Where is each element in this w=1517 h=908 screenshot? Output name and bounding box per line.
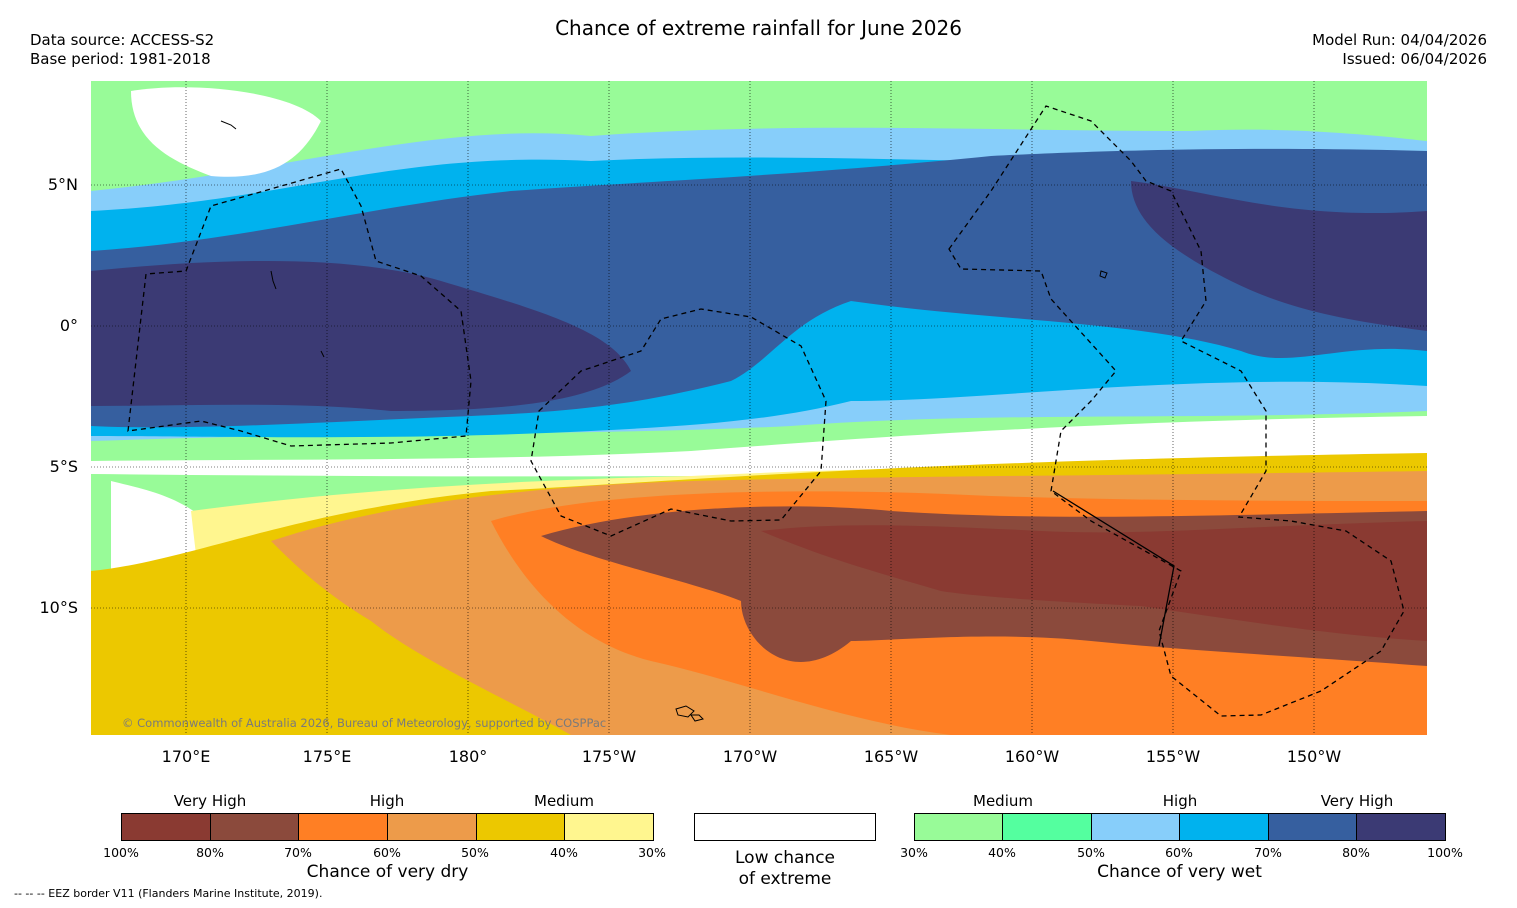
lon-label-165w: 165°W [863, 747, 919, 766]
low-chance-line2: of extreme [738, 869, 832, 889]
wet-legend-title: Chance of very wet [1097, 862, 1262, 882]
dry-tick: 30% [638, 845, 666, 860]
eez-borders [127, 105, 1405, 717]
wet-swatch-80-100 [1356, 813, 1446, 841]
dry-tick: 80% [196, 845, 224, 860]
wet-tick: 100% [1427, 845, 1463, 860]
dry-legend-title: Chance of very dry [306, 862, 469, 882]
wet-cat-high: High [1162, 792, 1198, 810]
dry-band-80-100 [761, 521, 1427, 641]
boundary-solid [1052, 490, 1175, 647]
wet-tick: 80% [1342, 845, 1370, 860]
graticule [91, 81, 1427, 735]
base-period: Base period: 1981-2018 [30, 50, 211, 68]
wet-band-80-100-east [1131, 181, 1427, 331]
dry-cat-medium: Medium [534, 792, 594, 810]
low-chance-swatch [694, 813, 876, 841]
lat-label-5n: 5°N [47, 175, 78, 194]
dry-tick: 60% [373, 845, 401, 860]
dry-swatch-100-80 [121, 813, 211, 841]
issued-date: Issued: 06/04/2026 [1342, 50, 1487, 68]
low-chance-label: Low chance of extreme [694, 848, 876, 890]
dry-swatch-60-50 [387, 813, 477, 841]
wet-tick: 50% [1077, 845, 1105, 860]
dry-swatch-70-60 [298, 813, 388, 841]
meta-right: Model Run: 04/04/2026 Issued: 06/04/2026 [1312, 31, 1487, 69]
wet-cat-very-high: Very High [1320, 792, 1394, 810]
dry-tick: 100% [103, 845, 139, 860]
dry-tick: 40% [550, 845, 578, 860]
low-chance-north [131, 87, 321, 177]
islands [220, 120, 1108, 722]
lon-label-175w: 175°W [581, 747, 637, 766]
wet-swatch-70-80 [1268, 813, 1358, 841]
lon-label-170w: 170°W [722, 747, 778, 766]
dry-swatch-40-30 [564, 813, 654, 841]
lon-label-155w: 155°W [1145, 747, 1201, 766]
data-source: Data source: ACCESS-S2 [30, 31, 215, 49]
lon-label-180: 180° [448, 747, 488, 766]
map-title: Chance of extreme rainfall for June 2026 [555, 16, 962, 40]
dry-tick: 70% [284, 845, 312, 860]
wet-swatch-50-60 [1091, 813, 1181, 841]
lon-label-160w: 160°W [1004, 747, 1060, 766]
model-run: Model Run: 04/04/2026 [1312, 31, 1487, 49]
dry-tick: 50% [461, 845, 489, 860]
wet-tick: 30% [900, 845, 928, 860]
lat-label-0: 0° [59, 316, 78, 335]
credit-text: © Commonwealth of Australia 2026, Bureau… [122, 716, 607, 730]
rainfall-map [91, 81, 1427, 735]
lat-label-5s: 5°S [49, 457, 78, 476]
dry-cat-high: High [369, 792, 405, 810]
wet-tick: 40% [988, 845, 1016, 860]
wet-swatch-40-50 [1002, 813, 1092, 841]
wet-tick: 70% [1254, 845, 1282, 860]
wet-band-80-100 [91, 261, 631, 411]
eez-footnote: -- -- -- EEZ border V11 (Flanders Marine… [14, 887, 323, 900]
lon-label-175e: 175°E [302, 747, 352, 766]
dry-swatch-80-70 [210, 813, 300, 841]
lon-label-150w: 150°W [1286, 747, 1342, 766]
wet-tick: 60% [1165, 845, 1193, 860]
wet-swatch-30-40 [914, 813, 1004, 841]
wet-cat-medium: Medium [973, 792, 1033, 810]
dry-cat-very-high: Very High [173, 792, 247, 810]
meta-left: Data source: ACCESS-S2 Base period: 1981… [30, 31, 214, 69]
lat-label-10s: 10°S [39, 598, 78, 617]
wet-swatch-60-70 [1179, 813, 1269, 841]
lon-label-170e: 170°E [161, 747, 211, 766]
dry-swatch-50-40 [476, 813, 566, 841]
low-chance-line1: Low chance [735, 848, 835, 868]
